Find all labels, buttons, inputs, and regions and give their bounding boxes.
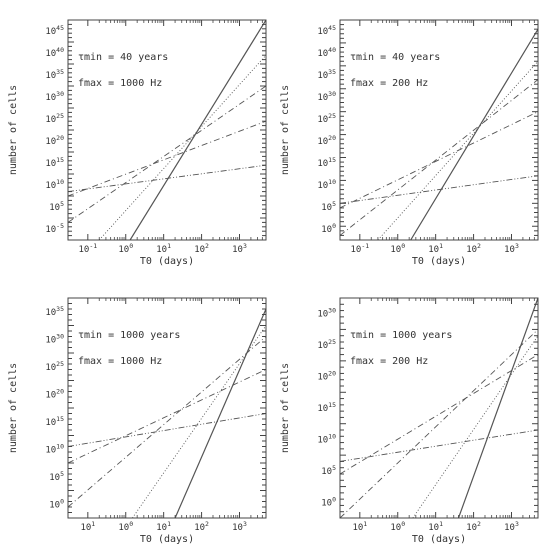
y-tick-label: 105 bbox=[49, 470, 64, 483]
y-tick-label: 1010 bbox=[45, 442, 64, 455]
series-line-dash-dot-4 bbox=[68, 369, 266, 464]
x-tick-label: 101 bbox=[352, 520, 367, 533]
y-tick-label: 105 bbox=[321, 200, 336, 213]
x-tick-label: 103 bbox=[504, 242, 519, 255]
y-tick-label: 1020 bbox=[317, 370, 336, 383]
x-tick-label: 102 bbox=[194, 242, 209, 255]
y-tick-label: 1010 bbox=[317, 432, 336, 445]
series-line-solid-1 bbox=[457, 298, 538, 518]
annotation-line-2: fmax = 1000 Hz bbox=[78, 356, 162, 367]
series-line-dotted-2 bbox=[132, 325, 266, 518]
y-tick-label: 1020 bbox=[317, 134, 336, 147]
y-tick-label: 1030 bbox=[45, 90, 64, 103]
y-tick-label: 1035 bbox=[45, 305, 64, 318]
y-tick-label: 1030 bbox=[317, 90, 336, 103]
annotation-line-1: τmin = 1000 years bbox=[78, 330, 180, 341]
series-line-dotted-2 bbox=[98, 54, 266, 240]
y-tick-label: 1015 bbox=[317, 401, 336, 414]
series-line-dash-dot-3 bbox=[68, 85, 266, 223]
series-line-dash-dot-3 bbox=[68, 336, 266, 508]
x-tick-label: 102 bbox=[466, 242, 481, 255]
x-tick-label: 101 bbox=[156, 520, 171, 533]
y-tick-label: 1040 bbox=[45, 46, 64, 59]
chart-panel-4: 101 100 101 102 103 100 105 1010 1015 1020 1025 103… bbox=[280, 297, 539, 545]
x-tick-label: 100 bbox=[390, 242, 405, 255]
x-tick-label: 101 bbox=[80, 520, 95, 533]
x-tick-label: 103 bbox=[504, 520, 519, 533]
y-tick-label: 1025 bbox=[317, 338, 336, 351]
x-axis-title: T0 (days) bbox=[412, 534, 466, 545]
y-axis-title: number of cells bbox=[280, 85, 291, 175]
y-tick-label: 100 bbox=[49, 497, 64, 510]
y-tick-label: 1045 bbox=[317, 24, 336, 37]
series-line-dash-dot-dot-5 bbox=[68, 164, 266, 193]
y-axis-title: number of cells bbox=[280, 363, 291, 453]
series-group bbox=[340, 298, 538, 518]
y-tick-label: 1035 bbox=[45, 68, 64, 81]
y-tick-label: 10-5 bbox=[45, 222, 64, 235]
chart-panel-3: 101 100 101 102 103 100 105 1010 1015 1020 1025 103… bbox=[8, 297, 267, 545]
x-axis-title: T0 (days) bbox=[140, 534, 194, 545]
y-tick-label: 100 bbox=[321, 222, 336, 235]
series-line-dash-dot-4 bbox=[68, 120, 266, 197]
y-tick-label: 1015 bbox=[317, 156, 336, 169]
y-tick-label: 1015 bbox=[45, 156, 64, 169]
x-tick-label: 102 bbox=[466, 520, 481, 533]
plot-frame bbox=[339, 297, 539, 519]
annotation-line-2: fmax = 1000 Hz bbox=[78, 78, 162, 89]
series-line-dash-dot-3 bbox=[340, 79, 538, 236]
y-tick-label: 1025 bbox=[45, 360, 64, 373]
x-axis-title: T0 (days) bbox=[140, 256, 194, 267]
y-tick-label: 1035 bbox=[317, 68, 336, 81]
x-tick-label: 100 bbox=[118, 520, 133, 533]
x-tick-label: 10-1 bbox=[78, 242, 97, 255]
annotation-line-1: τmin = 40 years bbox=[78, 52, 168, 63]
y-tick-label: 1015 bbox=[45, 415, 64, 428]
y-tick-label: 1040 bbox=[317, 46, 336, 59]
y-tick-label: 1045 bbox=[45, 24, 64, 37]
series-line-dotted-2 bbox=[412, 335, 538, 518]
series-line-dash-dot-dot-5 bbox=[340, 429, 538, 462]
x-tick-label: 103 bbox=[232, 520, 247, 533]
series-group bbox=[68, 20, 266, 240]
y-tick-label: 1010 bbox=[45, 178, 64, 191]
y-tick-label: 1025 bbox=[45, 112, 64, 125]
series-line-solid-1 bbox=[174, 308, 266, 518]
x-tick-label: 100 bbox=[390, 520, 405, 533]
annotation-line-2: fmax = 200 Hz bbox=[350, 356, 428, 367]
series-group bbox=[68, 308, 266, 518]
series-line-dash-dot-dot-5 bbox=[68, 413, 266, 447]
x-tick-label: 102 bbox=[194, 520, 209, 533]
y-tick-label: 1025 bbox=[317, 112, 336, 125]
series-line-dash-dot-dot-5 bbox=[340, 175, 538, 204]
y-tick-label: 100 bbox=[321, 495, 336, 508]
series-group bbox=[340, 28, 538, 240]
x-tick-label: 103 bbox=[232, 242, 247, 255]
y-tick-label: 1020 bbox=[45, 387, 64, 400]
annotation-line-1: τmin = 40 years bbox=[350, 52, 440, 63]
x-tick-label: 101 bbox=[156, 242, 171, 255]
y-tick-label: 1010 bbox=[317, 178, 336, 191]
y-tick-label: 105 bbox=[49, 200, 64, 213]
series-line-dash-dot-4 bbox=[340, 111, 538, 209]
y-tick-label: 1030 bbox=[45, 332, 64, 345]
series-line-dotted-2 bbox=[377, 60, 538, 240]
x-tick-label: 101 bbox=[428, 242, 443, 255]
y-axis-title: number of cells bbox=[8, 363, 19, 453]
series-line-dash-dot-4 bbox=[340, 354, 538, 475]
x-tick-label: 101 bbox=[428, 520, 443, 533]
x-tick-label: 10-1 bbox=[350, 242, 369, 255]
x-axis-title: T0 (days) bbox=[412, 256, 466, 267]
annotation-line-1: τmin = 1000 years bbox=[350, 330, 452, 341]
series-line-solid-1 bbox=[410, 28, 538, 240]
chart-panel-2: 10-1 100 101 102 103 100 105 1010 1015 1020 1025 10… bbox=[280, 19, 539, 267]
x-tick-label: 100 bbox=[118, 242, 133, 255]
y-tick-label: 1030 bbox=[317, 307, 336, 320]
y-axis-title: number of cells bbox=[8, 85, 19, 175]
y-tick-label: 1020 bbox=[45, 134, 64, 147]
y-tick-label: 105 bbox=[321, 464, 336, 477]
annotation-line-2: fmax = 200 Hz bbox=[350, 78, 428, 89]
chart-panel-1: 10-1 100 101 102 103 10-5 105 1010 1015 1020 1025 1… bbox=[8, 19, 267, 267]
